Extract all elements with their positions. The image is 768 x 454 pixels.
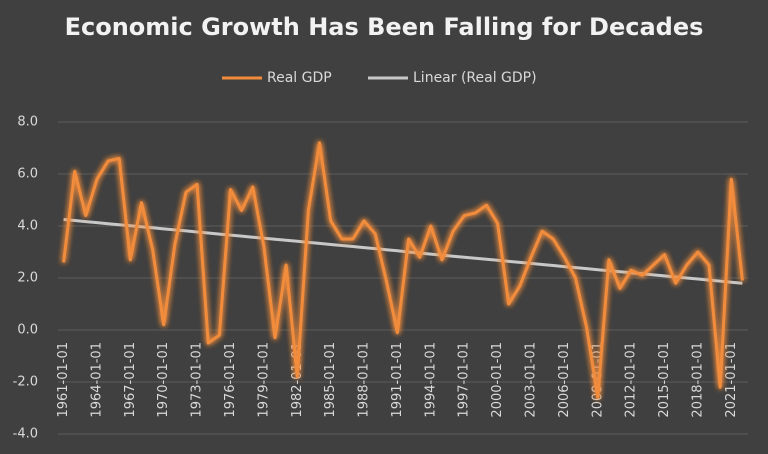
x-tick-label: 2018-01-01 bbox=[690, 342, 705, 418]
y-tick-label: 0.0 bbox=[17, 323, 38, 338]
x-tick-label: 2012-01-01 bbox=[624, 342, 639, 418]
y-tick-label: 2.0 bbox=[17, 271, 38, 286]
x-tick-label: 2003-01-01 bbox=[523, 342, 538, 418]
y-tick-label: 6.0 bbox=[17, 167, 38, 182]
y-tick-label: 8.0 bbox=[17, 115, 38, 130]
legend-label: Real GDP bbox=[267, 70, 332, 86]
x-tick-label: 1994-01-01 bbox=[423, 342, 438, 418]
x-tick-label: 1985-01-01 bbox=[323, 342, 338, 418]
x-tick-label: 1991-01-01 bbox=[390, 342, 405, 418]
x-tick-label: 1982-01-01 bbox=[290, 342, 305, 418]
x-tick-label: 1973-01-01 bbox=[190, 342, 205, 418]
legend-label: Linear (Real GDP) bbox=[413, 70, 537, 86]
x-tick-label: 1967-01-01 bbox=[123, 342, 138, 418]
x-tick-label: 2015-01-01 bbox=[657, 342, 672, 418]
x-tick-label: 1979-01-01 bbox=[256, 342, 271, 418]
x-tick-label: 2006-01-01 bbox=[557, 342, 572, 418]
x-tick-label: 1976-01-01 bbox=[223, 342, 238, 418]
x-tick-label: 2000-01-01 bbox=[490, 342, 505, 418]
x-tick-label: 1997-01-01 bbox=[457, 342, 472, 418]
series-line bbox=[62, 141, 744, 400]
y-tick-label: 4.0 bbox=[17, 219, 38, 234]
x-tick-label: 1988-01-01 bbox=[357, 342, 372, 418]
y-tick-label: -2.0 bbox=[13, 375, 38, 390]
x-tick-label: 2021-01-01 bbox=[724, 342, 739, 418]
x-tick-label: 1961-01-01 bbox=[56, 342, 71, 418]
y-tick-label: -4.0 bbox=[13, 427, 38, 442]
x-tick-label: 1964-01-01 bbox=[89, 342, 104, 418]
x-tick-label: 1970-01-01 bbox=[156, 342, 171, 418]
chart-title: Economic Growth Has Been Falling for Dec… bbox=[65, 13, 704, 41]
